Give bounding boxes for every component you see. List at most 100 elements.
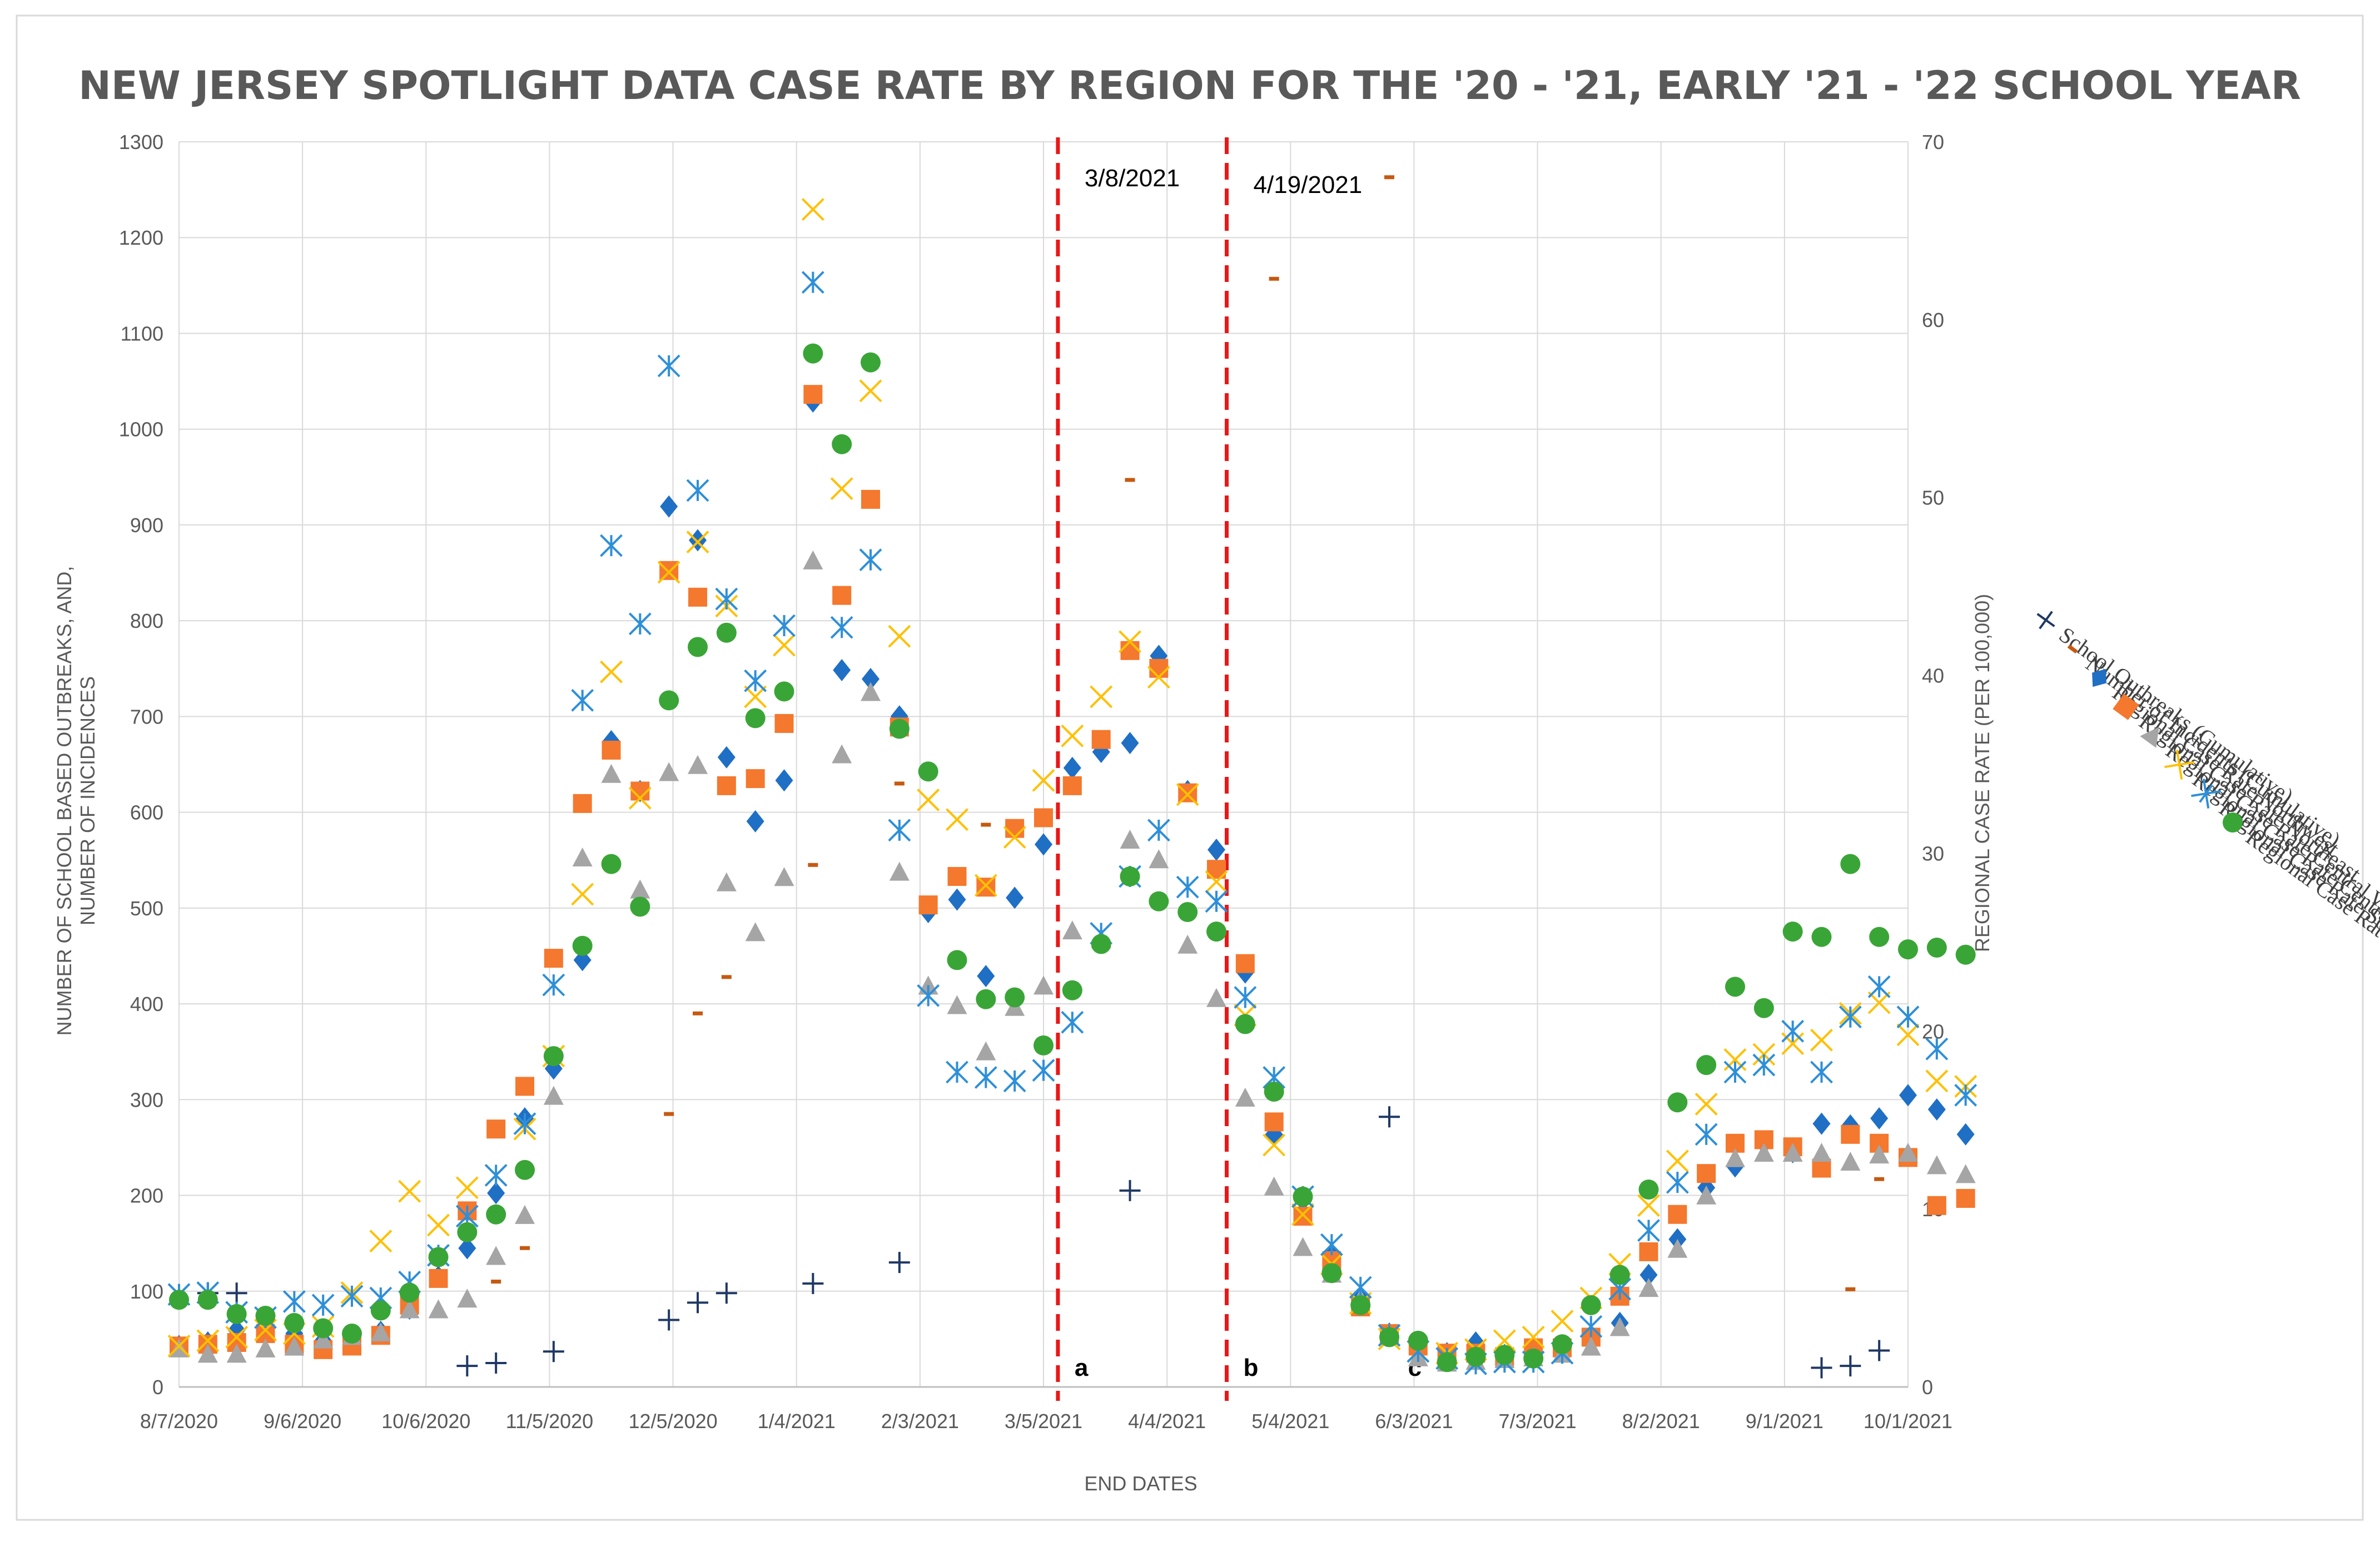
data-point xyxy=(1321,1263,1342,1284)
data-point xyxy=(311,1294,335,1317)
data-point xyxy=(1609,1265,1630,1285)
data-point xyxy=(1840,1151,1861,1171)
y-tick-label-left: 1200 xyxy=(119,226,163,249)
data-point xyxy=(1063,756,1081,779)
data-point xyxy=(1956,1123,1975,1146)
data-point xyxy=(947,867,967,886)
y-tick-label-left: 400 xyxy=(130,993,163,1015)
data-point xyxy=(1781,1019,1805,1043)
data-point xyxy=(721,975,732,979)
data-point xyxy=(630,896,650,917)
gridlines xyxy=(178,141,1909,1388)
data-point xyxy=(1869,1144,1890,1164)
data-point xyxy=(226,1304,247,1324)
data-point xyxy=(1149,849,1169,869)
data-point xyxy=(1379,1327,1399,1347)
x-tick-label: 8/2/2021 xyxy=(1622,1410,1700,1433)
data-point xyxy=(693,1011,703,1015)
data-point xyxy=(572,848,593,867)
data-point xyxy=(659,690,679,711)
data-point xyxy=(486,1119,506,1139)
data-point xyxy=(1667,1238,1688,1258)
data-point xyxy=(1147,819,1170,842)
data-point xyxy=(832,586,852,605)
data-point xyxy=(1695,1093,1718,1116)
data-point xyxy=(1121,732,1139,755)
data-point xyxy=(1869,1340,1890,1361)
data-point xyxy=(888,819,911,842)
data-point xyxy=(458,1237,476,1260)
data-point xyxy=(1206,921,1226,942)
axes: 0100200300400500600700800900100011001200… xyxy=(119,131,1952,1433)
data-point xyxy=(1379,1106,1400,1128)
x-tick-label: 1/4/2021 xyxy=(758,1410,836,1433)
x-tick-label: 2/3/2021 xyxy=(881,1410,959,1433)
data-point xyxy=(513,1112,536,1136)
data-point xyxy=(659,762,679,781)
data-point xyxy=(398,1180,421,1203)
data-point xyxy=(1149,891,1169,911)
data-point xyxy=(1090,685,1113,708)
data-point xyxy=(226,1282,247,1304)
data-point xyxy=(687,1292,708,1314)
x-tick-label: 10/1/2021 xyxy=(1864,1410,1952,1433)
data-point xyxy=(1493,1329,1516,1352)
data-point xyxy=(1840,854,1861,874)
y-tick-label-left: 1300 xyxy=(119,131,163,153)
y-tick-label-right: 30 xyxy=(1922,842,1944,865)
data-point xyxy=(889,861,910,881)
data-point xyxy=(1927,1196,1946,1215)
data-point xyxy=(457,1289,478,1308)
data-point xyxy=(918,895,938,915)
data-point xyxy=(1752,1043,1776,1066)
data-point xyxy=(660,495,678,518)
data-point xyxy=(1723,1048,1747,1071)
y-tick-label-left: 0 xyxy=(152,1376,163,1399)
data-point xyxy=(717,776,736,795)
data-point xyxy=(946,1061,968,1084)
data-point xyxy=(571,688,594,712)
data-point xyxy=(1638,1278,1659,1297)
data-point xyxy=(659,561,679,580)
data-point xyxy=(1869,926,1890,947)
data-point xyxy=(491,1280,501,1284)
data-point xyxy=(1695,1123,1718,1146)
data-point xyxy=(773,614,796,637)
y-tick-label-left: 700 xyxy=(130,705,163,728)
y-tick-label-left: 600 xyxy=(130,801,163,824)
data-point xyxy=(1639,1263,1658,1286)
data-point xyxy=(1810,1028,1833,1052)
data-point xyxy=(1176,875,1199,899)
data-point xyxy=(255,1338,276,1357)
y-axis-title-left-line2: NUMBER OF INCIDENCES xyxy=(76,676,99,925)
y-tick-label-right: 70 xyxy=(1922,131,1944,153)
series-plus xyxy=(197,1106,1890,1379)
data-point xyxy=(370,1322,391,1342)
data-point xyxy=(861,682,881,701)
data-point xyxy=(974,1066,997,1089)
data-point xyxy=(1120,866,1140,887)
data-point xyxy=(859,548,882,572)
data-point xyxy=(1208,839,1225,861)
data-point xyxy=(1235,1087,1255,1107)
data-point xyxy=(803,343,823,364)
data-point xyxy=(917,984,940,1007)
data-point xyxy=(688,587,707,607)
data-point xyxy=(775,769,793,792)
data-point xyxy=(830,477,853,501)
x-tick-label: 9/6/2020 xyxy=(264,1410,341,1433)
y-tick-label-right: 50 xyxy=(1922,487,1944,509)
data-point xyxy=(1293,1206,1313,1226)
data-point xyxy=(601,854,622,874)
data-point xyxy=(832,744,852,764)
legend-swatch xyxy=(2191,779,2221,809)
data-point xyxy=(1639,1242,1658,1261)
data-point xyxy=(716,872,737,891)
data-point xyxy=(484,1163,508,1187)
data-point xyxy=(342,1324,362,1344)
data-point xyxy=(1003,1069,1026,1093)
x-tick-label: 6/3/2021 xyxy=(1375,1410,1453,1433)
data-point xyxy=(946,808,968,831)
data-point xyxy=(399,1299,420,1319)
